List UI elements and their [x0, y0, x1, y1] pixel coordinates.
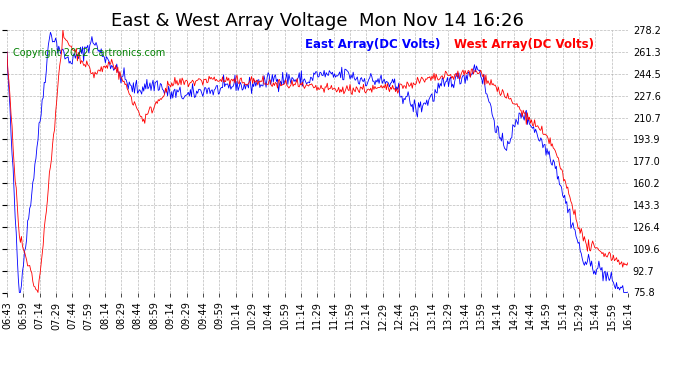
West Array(DC Volts)	[624, 261, 632, 265]
Text: West Array(DC Volts): West Array(DC Volts)	[454, 38, 594, 51]
East Array(DC Volts)	[286, 77, 294, 81]
West Array(DC Volts)	[34, 290, 42, 295]
East Array(DC Volts)	[46, 30, 55, 34]
East Array(DC Volts)	[624, 290, 632, 294]
West Array(DC Volts)	[473, 69, 481, 74]
West Array(DC Volts)	[286, 84, 294, 88]
West Array(DC Volts)	[115, 77, 123, 82]
East Array(DC Volts)	[473, 64, 481, 68]
Text: East Array(DC Volts): East Array(DC Volts)	[305, 38, 440, 51]
Line: West Array(DC Volts): West Array(DC Volts)	[7, 30, 628, 292]
West Array(DC Volts)	[59, 28, 67, 32]
West Array(DC Volts)	[3, 50, 11, 54]
Text: Copyright 2022 Cartronics.com: Copyright 2022 Cartronics.com	[13, 48, 166, 58]
East Array(DC Volts)	[164, 84, 172, 88]
Title: East & West Array Voltage  Mon Nov 14 16:26: East & West Array Voltage Mon Nov 14 16:…	[111, 12, 524, 30]
East Array(DC Volts)	[3, 50, 11, 54]
West Array(DC Volts)	[164, 83, 172, 87]
West Array(DC Volts)	[371, 84, 379, 89]
Line: East Array(DC Volts): East Array(DC Volts)	[7, 32, 628, 292]
East Array(DC Volts)	[15, 290, 23, 295]
East Array(DC Volts)	[371, 82, 379, 87]
East Array(DC Volts)	[115, 70, 123, 75]
East Array(DC Volts)	[420, 101, 428, 106]
West Array(DC Volts)	[420, 78, 428, 82]
